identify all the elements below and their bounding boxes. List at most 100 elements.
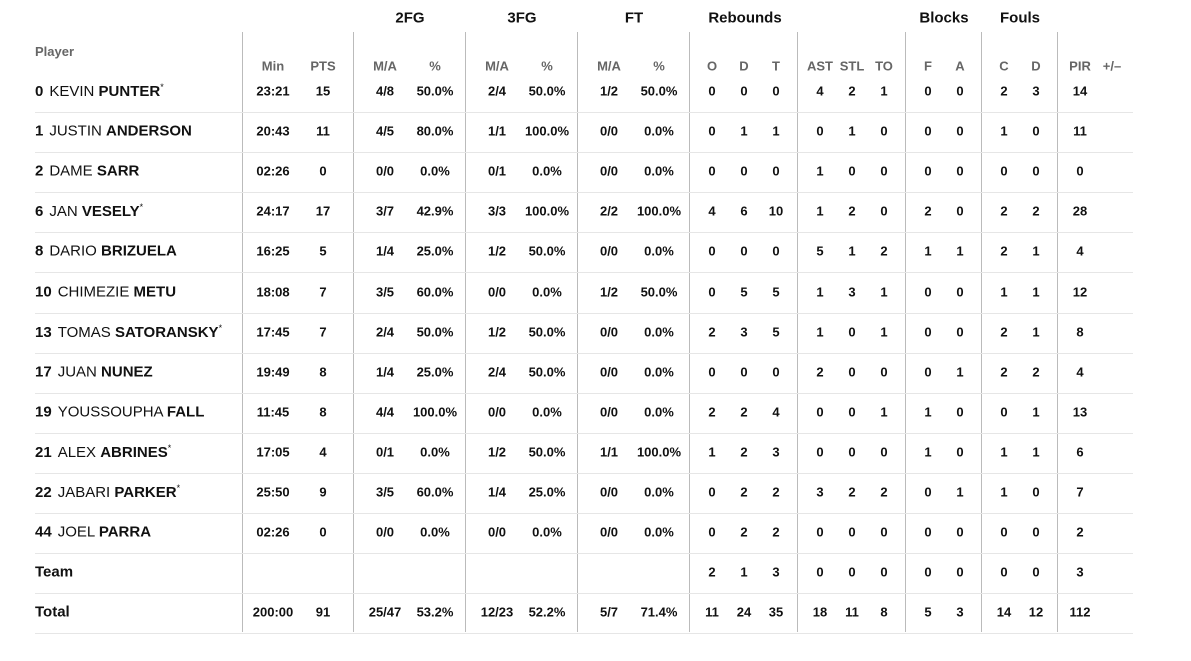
- stat-cell: 0/0: [599, 243, 619, 259]
- stat-cell: 0: [956, 404, 964, 420]
- stat-cell: 0: [848, 163, 856, 179]
- column-header: STL: [839, 58, 865, 74]
- first-name: JAN: [49, 203, 78, 221]
- stat-cell: 0/0: [487, 404, 507, 420]
- stat-cell: 1/1: [487, 123, 507, 139]
- row-divider: [35, 232, 1133, 234]
- stat-cell: 50.0%: [528, 243, 566, 259]
- stat-cell: 5/7: [599, 604, 619, 620]
- stat-cell: 19:49: [256, 364, 290, 380]
- stat-cell: 0: [924, 123, 932, 139]
- stat-cell: 0: [956, 163, 964, 179]
- stat-cell: 1: [1000, 284, 1008, 299]
- stat-cell: 1/2: [487, 324, 507, 340]
- player-number: 21: [35, 443, 52, 461]
- player-name: 8 DARIO BRIZUELA: [35, 243, 177, 260]
- last-name: ABRINES: [100, 443, 168, 461]
- row-divider: [35, 112, 1133, 113]
- stat-cell: 0: [740, 83, 748, 99]
- row-divider: [35, 553, 1133, 555]
- stat-cell: 3: [956, 604, 964, 620]
- stat-cell: 0: [956, 123, 964, 139]
- first-name: JABARI: [57, 484, 111, 501]
- stat-cell: 0: [708, 123, 716, 139]
- stat-cell: 1: [1032, 284, 1040, 299]
- stat-cell: 0/0: [375, 524, 395, 540]
- stat-cell: 8: [319, 404, 327, 420]
- stat-cell: 0: [924, 364, 932, 380]
- stat-cell: 0.0%: [644, 243, 674, 259]
- stat-cell: 0: [848, 564, 856, 580]
- stat-cell: 1: [1032, 324, 1040, 340]
- stat-cell: 0.0%: [420, 444, 450, 460]
- stat-cell: 3/5: [375, 284, 395, 299]
- stat-cell: 11: [316, 123, 330, 139]
- column-header: F: [924, 58, 932, 74]
- stat-cell: 1/2: [487, 444, 507, 460]
- first-name: CHIMEZIE: [57, 283, 130, 300]
- stat-cell: 18:08: [256, 284, 290, 299]
- stat-cell: 2: [1076, 524, 1084, 540]
- stat-cell: 0.0%: [644, 484, 674, 500]
- stat-cell: 0: [740, 364, 748, 380]
- stat-cell: 5: [816, 243, 824, 259]
- stat-cell: 0: [880, 444, 888, 460]
- stat-cell: 0.0%: [420, 163, 450, 179]
- row-divider: [35, 633, 1133, 635]
- first-name: DARIO: [49, 242, 97, 260]
- player-name: 10 CHIMEZIE METU: [35, 283, 176, 300]
- column-header: D: [1031, 58, 1041, 74]
- group-header: 3FG: [507, 9, 537, 27]
- stat-cell: 14: [1072, 83, 1088, 99]
- stat-cell: 0: [924, 564, 932, 580]
- stat-cell: 7: [1076, 484, 1084, 500]
- column-header: A: [955, 58, 965, 74]
- stat-cell: 0: [848, 404, 856, 420]
- stat-cell: 2: [1032, 203, 1040, 219]
- last-name: ANDERSON: [106, 122, 192, 140]
- column-divider: [689, 32, 690, 632]
- group-header: 2FG: [395, 9, 425, 27]
- player-number: 1: [35, 122, 44, 140]
- stat-cell: 0: [1032, 163, 1040, 179]
- stat-cell: 2: [740, 444, 748, 460]
- column-header: %: [541, 58, 553, 74]
- stat-cell: 100.0%: [636, 444, 682, 460]
- stat-cell: 35: [768, 604, 784, 620]
- stat-cell: 0: [956, 203, 964, 219]
- stat-cell: 50.0%: [640, 83, 678, 99]
- stat-cell: 0: [708, 163, 716, 179]
- stat-cell: 1: [1032, 404, 1040, 420]
- stat-cell: 2: [740, 524, 748, 540]
- stat-cell: 25/47: [368, 604, 402, 620]
- stat-cell: 13: [1072, 404, 1088, 420]
- stat-cell: 0: [848, 324, 856, 340]
- stat-cell: 8: [319, 364, 327, 380]
- stat-cell: 1/4: [375, 364, 395, 380]
- stat-cell: 0: [880, 524, 888, 540]
- stat-cell: 2: [1000, 324, 1008, 340]
- last-name: VESELY: [81, 203, 140, 221]
- stat-cell: 0.0%: [532, 163, 562, 179]
- stat-cell: 0: [816, 444, 824, 460]
- stat-cell: 0: [708, 484, 716, 500]
- stat-cell: 5: [772, 324, 780, 340]
- stat-cell: 2: [772, 524, 780, 540]
- stat-cell: 50.0%: [528, 83, 566, 99]
- player-name: 1 JUSTIN ANDERSON: [35, 123, 192, 140]
- stat-cell: 17: [315, 203, 331, 219]
- player-number: 19: [35, 403, 52, 421]
- stat-cell: 0/0: [599, 364, 619, 380]
- stat-cell: 4/8: [375, 83, 395, 99]
- stat-cell: 0: [708, 524, 716, 540]
- stat-cell: 25.0%: [528, 484, 566, 500]
- player-number: 8: [35, 242, 44, 260]
- column-divider: [353, 32, 354, 632]
- stat-cell: 1: [1032, 243, 1040, 259]
- starter-mark: *: [176, 483, 181, 493]
- stat-cell: 0: [740, 163, 748, 179]
- starter-mark: *: [218, 322, 223, 333]
- stat-cell: 12: [1072, 284, 1088, 299]
- stat-cell: 1: [1000, 484, 1008, 500]
